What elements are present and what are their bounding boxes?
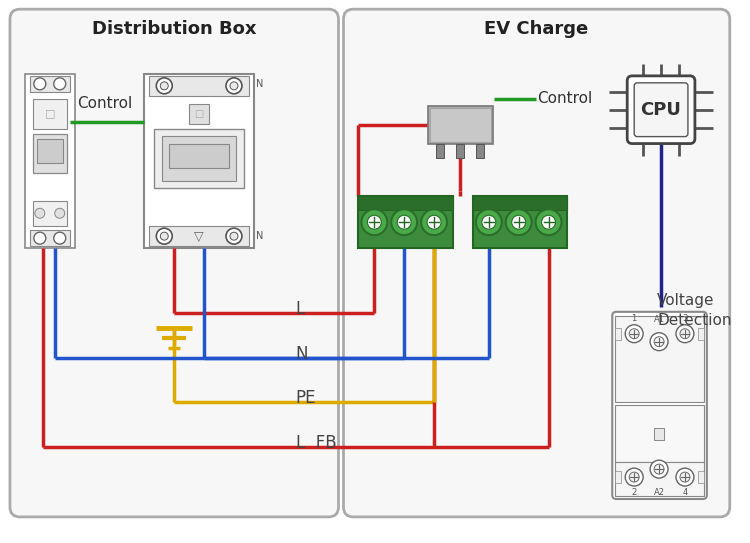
Circle shape [34, 209, 45, 218]
Bar [456, 143, 464, 157]
Circle shape [421, 209, 447, 235]
Circle shape [54, 78, 66, 90]
Text: 2: 2 [632, 488, 637, 496]
Bar [436, 143, 444, 157]
Bar [430, 108, 490, 142]
Circle shape [629, 472, 639, 482]
FancyBboxPatch shape [634, 83, 688, 137]
Circle shape [34, 232, 46, 244]
FancyBboxPatch shape [612, 312, 706, 499]
Text: 1: 1 [632, 314, 637, 323]
Circle shape [654, 337, 664, 346]
Bar [149, 226, 249, 246]
Circle shape [629, 329, 639, 339]
Text: N: N [256, 79, 263, 89]
Circle shape [230, 82, 238, 90]
Circle shape [536, 209, 562, 235]
Text: 3: 3 [682, 314, 688, 323]
Bar [615, 471, 621, 483]
Text: L  FB: L FB [296, 434, 336, 452]
Text: CPU: CPU [640, 100, 682, 119]
Circle shape [368, 215, 381, 229]
Bar [473, 197, 568, 248]
Bar [25, 74, 75, 248]
Circle shape [676, 468, 694, 486]
Circle shape [34, 78, 46, 90]
Text: L: L [296, 300, 305, 318]
Circle shape [226, 228, 242, 244]
Bar [30, 76, 70, 92]
Text: Distribution Box: Distribution Box [92, 20, 256, 38]
Circle shape [626, 325, 644, 343]
Bar [191, 129, 207, 138]
Circle shape [650, 333, 668, 351]
Bar [654, 428, 664, 440]
Circle shape [226, 78, 242, 94]
Bar [615, 462, 704, 496]
Bar [476, 143, 484, 157]
Circle shape [680, 329, 690, 339]
FancyBboxPatch shape [10, 9, 338, 517]
Bar [428, 106, 493, 143]
Circle shape [156, 228, 172, 244]
Circle shape [392, 209, 417, 235]
Bar [615, 315, 704, 402]
Circle shape [476, 209, 502, 235]
Circle shape [55, 209, 64, 218]
Text: Voltage
Detection: Voltage Detection [657, 293, 731, 328]
Circle shape [506, 209, 532, 235]
Bar [358, 197, 453, 248]
Circle shape [512, 215, 526, 229]
Bar [149, 76, 249, 96]
Circle shape [230, 232, 238, 240]
Circle shape [398, 215, 411, 229]
Text: N: N [296, 345, 308, 363]
Text: Control: Control [538, 91, 592, 106]
Circle shape [362, 209, 387, 235]
Bar [162, 136, 236, 181]
Bar [33, 201, 67, 226]
Bar [698, 471, 703, 483]
Bar [170, 143, 229, 168]
Bar [698, 328, 703, 340]
Text: PE: PE [296, 389, 316, 407]
Bar [30, 230, 70, 246]
Circle shape [482, 215, 496, 229]
Text: □: □ [194, 109, 204, 119]
Text: A1: A1 [653, 315, 664, 324]
Circle shape [676, 325, 694, 343]
Bar [37, 138, 63, 163]
Circle shape [626, 468, 644, 486]
Bar [473, 197, 568, 210]
Text: A2: A2 [653, 488, 664, 496]
Circle shape [54, 232, 66, 244]
Circle shape [427, 215, 441, 229]
Circle shape [156, 78, 172, 94]
Bar [144, 74, 254, 248]
Bar [154, 129, 244, 188]
Text: EV Charge: EV Charge [484, 20, 589, 38]
Circle shape [160, 232, 168, 240]
Text: 4: 4 [682, 488, 688, 496]
FancyBboxPatch shape [344, 9, 730, 517]
Text: ▽: ▽ [194, 230, 204, 243]
Bar [358, 197, 453, 210]
Bar [189, 104, 209, 124]
Bar [615, 328, 621, 340]
Circle shape [650, 460, 668, 478]
Circle shape [680, 472, 690, 482]
Text: N: N [256, 231, 263, 241]
Circle shape [654, 464, 664, 474]
Bar [33, 134, 67, 173]
Text: □: □ [44, 109, 55, 119]
Circle shape [160, 82, 168, 90]
Bar [33, 99, 67, 129]
FancyBboxPatch shape [627, 76, 695, 143]
Bar [615, 406, 704, 462]
Circle shape [542, 215, 556, 229]
Text: Control: Control [77, 96, 132, 111]
